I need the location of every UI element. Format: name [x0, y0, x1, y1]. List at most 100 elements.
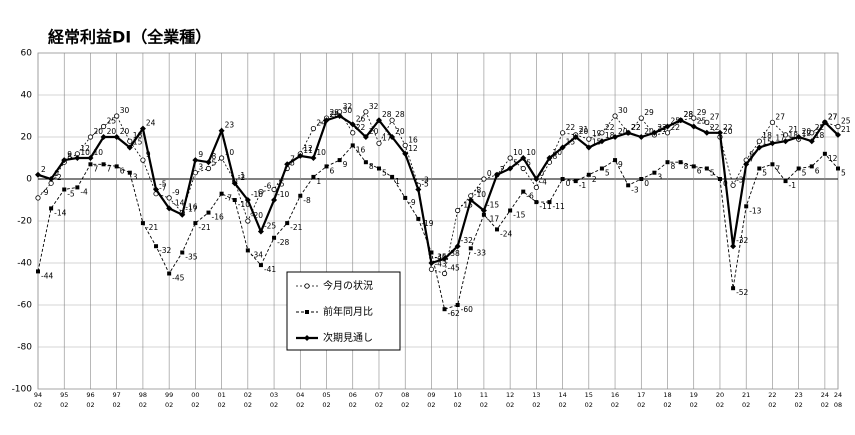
data-label: 22 [605, 123, 615, 132]
data-label: 21 [789, 125, 799, 134]
data-label: 9 [198, 150, 203, 159]
x-tick-label: 05 [322, 391, 330, 399]
data-label: -2 [238, 173, 246, 182]
data-label: 0 [54, 169, 59, 178]
data-label: -15 [487, 201, 499, 210]
data-label: 10 [526, 148, 536, 157]
data-label: -1 [238, 171, 246, 180]
chart-title: 経常利益DI（全業種） [48, 28, 211, 47]
x-tick-label: 01 [217, 391, 225, 399]
point [114, 113, 120, 119]
y-tick-label: -20 [17, 217, 32, 227]
data-label: 24 [146, 119, 156, 128]
point [703, 129, 710, 136]
legend-label: 今月の状況 [323, 279, 373, 292]
data-label: -5 [159, 180, 167, 189]
point [363, 109, 369, 115]
data-label: 6 [815, 166, 820, 175]
point [205, 165, 212, 172]
point [559, 130, 566, 136]
data-label: 18 [605, 131, 615, 140]
x-tick-label: 02 [244, 391, 252, 399]
x-tick-label: 21 [742, 391, 750, 399]
point [257, 228, 264, 235]
point [416, 216, 421, 221]
point [534, 200, 539, 205]
data-label: -40 [434, 253, 446, 262]
x-tick-label: 18 [663, 391, 671, 399]
x-tick-month: 02 [611, 401, 619, 409]
point [821, 119, 828, 126]
x-tick-label: 12 [506, 391, 514, 399]
point [638, 134, 645, 140]
data-label: 1 [395, 177, 400, 186]
data-label: -17 [487, 215, 499, 224]
x-tick-label: 95 [60, 391, 68, 399]
point [652, 170, 657, 175]
data-label: 15 [592, 138, 602, 147]
data-label: 10 [225, 148, 235, 157]
point [599, 166, 604, 171]
data-label: -1 [579, 181, 587, 190]
data-label: 27 [710, 112, 720, 121]
data-label: -15 [461, 201, 473, 210]
data-label: 32 [343, 102, 353, 111]
point [376, 140, 382, 146]
point [126, 144, 133, 151]
data-label: -4 [539, 177, 547, 186]
data-label: -8 [474, 186, 482, 195]
y-tick-label: -40 [17, 259, 32, 269]
data-label: -14 [172, 198, 184, 207]
point [691, 164, 696, 169]
data-label: -5 [67, 190, 75, 199]
x-tick-month: 02 [139, 401, 147, 409]
data-label: -9 [41, 188, 49, 197]
x-tick-label: 08 [401, 391, 409, 399]
point [49, 206, 54, 211]
point [521, 189, 526, 194]
data-label: -3 [631, 185, 639, 194]
data-label: 3 [198, 163, 203, 172]
point [822, 151, 827, 156]
x-tick-month: 02 [60, 401, 68, 409]
data-label: 11 [303, 146, 313, 155]
data-label: 5 [605, 169, 610, 178]
point [756, 144, 763, 151]
data-label: 22 [723, 123, 733, 132]
data-label: 3 [133, 173, 138, 182]
x-tick-month: 02 [506, 401, 514, 409]
point [206, 210, 211, 215]
grid: -100-80-60-40-20020406094029502960297029… [12, 49, 843, 410]
data-label: 9 [343, 160, 348, 169]
point [193, 221, 198, 226]
data-label: 27 [828, 112, 838, 121]
data-label: -21 [198, 223, 210, 232]
point [599, 130, 605, 136]
data-label: 28 [684, 110, 694, 119]
data-label: -17 [185, 205, 197, 214]
data-label: 5 [762, 169, 767, 178]
data-label: 10 [93, 148, 103, 157]
x-tick-label: 07 [375, 391, 383, 399]
point [140, 157, 146, 163]
point [612, 134, 619, 140]
point [533, 184, 539, 190]
data-label: -7 [159, 184, 167, 193]
data-label: 5 [526, 159, 531, 168]
data-label: -44 [41, 271, 53, 280]
x-tick-month: 02 [86, 401, 94, 409]
x-tick-month: 02 [663, 401, 671, 409]
point [87, 134, 94, 140]
data-label: 5 [290, 159, 295, 168]
point [678, 160, 683, 165]
point [179, 211, 186, 218]
point [572, 134, 579, 140]
data-label: 29 [644, 108, 654, 117]
point [743, 161, 750, 168]
data-label: -32 [736, 236, 748, 245]
point [74, 155, 81, 161]
data-label: 23 [225, 121, 235, 130]
data-label: -62 [448, 309, 460, 318]
x-tick-label: 16 [611, 391, 619, 399]
x-tick-month: 02 [165, 401, 173, 409]
